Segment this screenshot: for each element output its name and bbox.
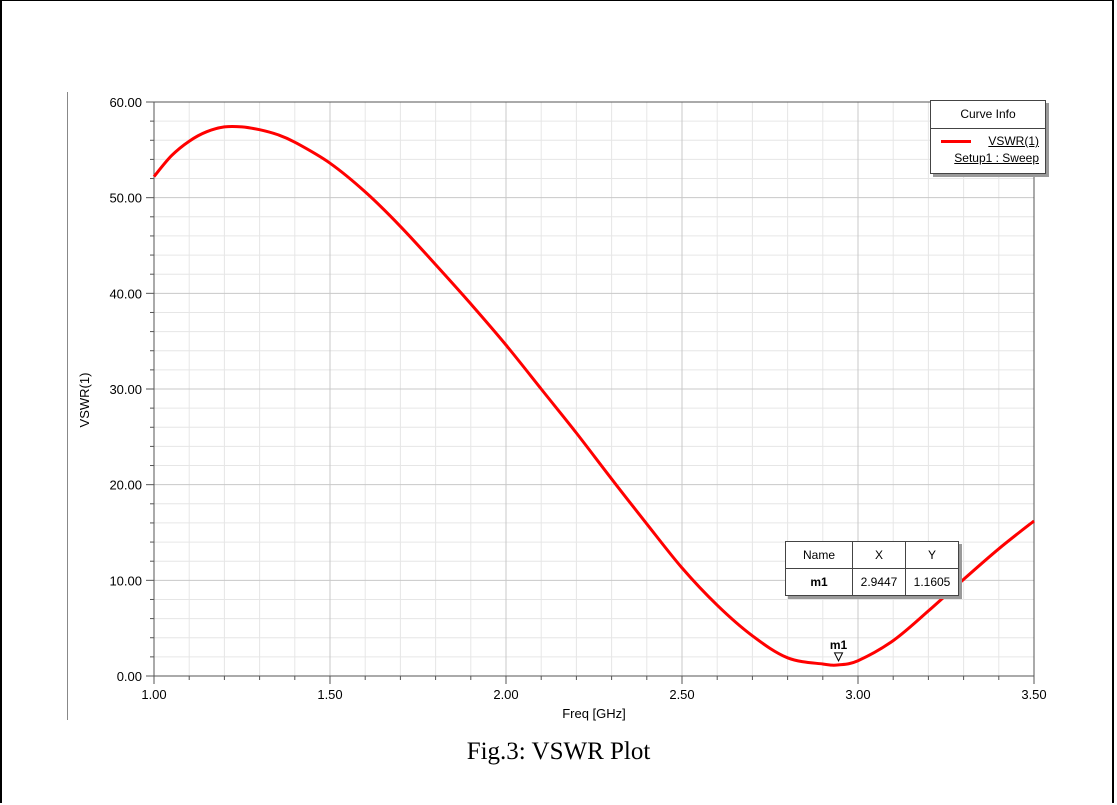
figure-left-rule [67, 92, 68, 720]
marker-header-x: X [852, 541, 906, 569]
figure-caption: Fig.3: VSWR Plot [466, 738, 651, 765]
marker-m1-label: m1 [830, 638, 848, 652]
legend-title: Curve Info [931, 101, 1045, 129]
legend-series-label: VSWR(1) [988, 134, 1039, 148]
y-tick-label: 50.00 [109, 191, 142, 206]
marker-table[interactable]: Name X Y m1 2.9447 1.1605 [785, 541, 959, 596]
legend-entry-vswr[interactable]: VSWR(1) [931, 129, 1045, 151]
marker-table-row: m1 2.9447 1.1605 [785, 568, 959, 596]
legend-setup-label: Setup1 : Sweep [954, 151, 1039, 165]
marker-table-header-row: Name X Y [785, 541, 959, 569]
x-tick-label: 1.00 [141, 687, 166, 702]
y-tick-label: 20.00 [109, 478, 142, 493]
marker-row-y: 1.1605 [905, 568, 959, 596]
marker-header-y: Y [905, 541, 959, 569]
x-tick-label: 2.50 [669, 687, 694, 702]
tick-labels: 1.00 1.50 2.00 2.50 3.00 3.50 0.00 10.00 20.00 30… [109, 95, 1046, 702]
y-tick-label: 60.00 [109, 95, 142, 110]
y-tick-label: 40.00 [109, 286, 142, 301]
x-tick-label: 3.00 [845, 687, 870, 702]
axis-ticks [146, 101, 1035, 684]
x-axis-label: Freq [GHz] [562, 706, 626, 721]
x-tick-label: 3.50 [1021, 687, 1046, 702]
legend-swatch-red-line [941, 140, 971, 143]
curve-info-legend[interactable]: Curve Info VSWR(1) Setup1 : Sweep [930, 100, 1046, 174]
x-tick-label: 2.00 [493, 687, 518, 702]
y-axis-label: VSWR(1) [77, 373, 92, 428]
vswr-series-line [152, 124, 1035, 667]
y-tick-label: 30.00 [109, 382, 142, 397]
x-tick-label: 1.50 [317, 687, 342, 702]
marker-header-name: Name [785, 541, 853, 569]
marker-row-x: 2.9447 [852, 568, 906, 596]
y-tick-label: 10.00 [109, 573, 142, 588]
y-tick-label: 0.00 [117, 669, 142, 684]
marker-m1-triangle [833, 652, 844, 663]
major-gridlines [154, 102, 1034, 676]
marker-row-name: m1 [785, 568, 853, 596]
